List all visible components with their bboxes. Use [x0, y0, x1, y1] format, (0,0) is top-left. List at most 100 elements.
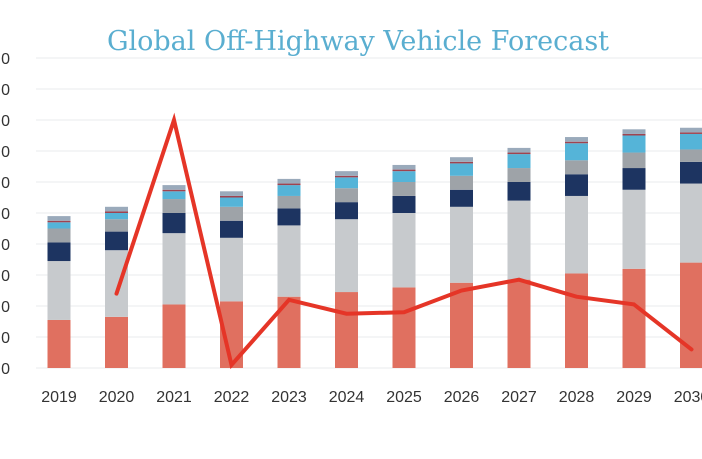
- bar-segment: [47, 261, 71, 320]
- bar-segment: [220, 191, 243, 196]
- bar-segment: [450, 206, 473, 283]
- bar-segment: [565, 143, 588, 161]
- bar-segment: [162, 199, 186, 213]
- bar-segment: [392, 213, 416, 288]
- bar-segment: [335, 175, 358, 178]
- x-tick-label: 2026: [444, 389, 480, 406]
- bar-segment: [680, 183, 702, 263]
- bar-segment: [47, 222, 71, 229]
- bar-segment: [47, 228, 71, 243]
- bar-segment: [565, 273, 588, 368]
- bar-segment: [622, 152, 646, 169]
- bar-segment: [507, 154, 531, 169]
- bar-segment: [450, 161, 473, 164]
- bar-segment: [335, 292, 358, 368]
- y-tick-label: 0: [1, 361, 10, 378]
- bar-segment: [507, 200, 531, 280]
- bar-segment: [450, 175, 473, 190]
- bar-segment: [450, 163, 473, 176]
- y-tick-label: 0: [1, 175, 10, 192]
- y-tick-label: 0: [1, 82, 10, 99]
- bar-segment: [392, 195, 416, 213]
- bar-segment: [47, 319, 71, 368]
- bar-segment: [162, 191, 186, 200]
- x-tick-label: 2025: [386, 389, 422, 406]
- bar-segment: [162, 233, 186, 305]
- bar-segment: [162, 185, 186, 190]
- bar-segment: [392, 171, 416, 182]
- y-axis-ticks: 0 0 0 0 0 0 0 0 0 0 0: [1, 51, 10, 378]
- bar-segment: [105, 316, 128, 368]
- bar-segment: [507, 152, 531, 155]
- bar-segment: [220, 195, 243, 198]
- bar-segment: [277, 185, 301, 196]
- bar-segment: [622, 168, 646, 190]
- bar-segment: [162, 189, 186, 192]
- x-tick-label: 2028: [559, 389, 595, 406]
- bar-segment: [277, 296, 301, 368]
- x-tick-label: 2022: [214, 389, 250, 406]
- y-tick-label: 0: [1, 237, 10, 254]
- bar-segment: [680, 161, 702, 184]
- bar-segment: [507, 279, 531, 368]
- x-tick-label: 2021: [156, 389, 192, 406]
- bar-segment: [335, 171, 358, 176]
- chart-title: Global Off-Highway Vehicle Forecast: [107, 26, 609, 57]
- bar-segment: [680, 262, 702, 368]
- bar-segment: [680, 132, 702, 134]
- bar-segment: [335, 219, 358, 293]
- bar-segment: [335, 177, 358, 189]
- bar-segment: [162, 304, 186, 368]
- bar-segment: [277, 183, 301, 186]
- bar-segment: [392, 169, 416, 172]
- y-tick-label: 0: [1, 51, 10, 68]
- x-tick-label: 2019: [41, 389, 77, 406]
- x-axis-ticks: 2019 2020 2021 2022 2023 2024 2025 2026 2027 2028…: [41, 389, 702, 406]
- bar-segment: [220, 237, 243, 302]
- bar-segment: [450, 157, 473, 162]
- bar-segment: [565, 174, 588, 196]
- x-tick-label: 2024: [329, 389, 365, 406]
- bar-segment: [105, 211, 128, 213]
- bar-segment: [47, 242, 71, 262]
- bar-segment: [105, 213, 128, 220]
- bar-segment: [450, 282, 473, 368]
- bar-segment: [565, 137, 588, 142]
- bar-segment: [680, 133, 702, 150]
- bar-segment: [277, 225, 301, 297]
- bar-segment: [47, 216, 71, 221]
- bar-segment: [220, 206, 243, 221]
- bar-segment: [565, 141, 588, 144]
- x-tick-label: 2023: [271, 389, 307, 406]
- gridlines: [36, 57, 702, 369]
- bar-segment: [105, 219, 128, 232]
- bar-segment: [622, 268, 646, 368]
- bar-segment: [565, 160, 588, 175]
- x-tick-label: 2029: [616, 389, 652, 406]
- bar-segment: [335, 202, 358, 220]
- bar-segment: [450, 189, 473, 207]
- bar-segment: [277, 208, 301, 226]
- bar-segment: [220, 301, 243, 368]
- line-series: [114, 112, 694, 370]
- x-tick-label: 2030: [674, 389, 702, 406]
- y-tick-label: 0: [1, 113, 10, 130]
- y-tick-label: 0: [1, 206, 10, 223]
- bar-segment: [622, 129, 646, 134]
- bar-segment: [105, 206, 128, 212]
- bar-segment: [392, 287, 416, 368]
- bar-segment: [277, 178, 301, 184]
- bar-segment: [220, 197, 243, 207]
- x-tick-label: 2020: [99, 389, 135, 406]
- y-tick-label: 0: [1, 299, 10, 316]
- bar-segment: [507, 147, 531, 153]
- bar-segment: [335, 188, 358, 203]
- y-tick-label: 0: [1, 268, 10, 285]
- bar-segment: [105, 250, 128, 317]
- bar-segment: [507, 168, 531, 182]
- bar-segment: [565, 195, 588, 274]
- x-tick-label: 2027: [501, 389, 537, 406]
- bar-segment: [392, 164, 416, 170]
- bar-segment: [507, 182, 531, 201]
